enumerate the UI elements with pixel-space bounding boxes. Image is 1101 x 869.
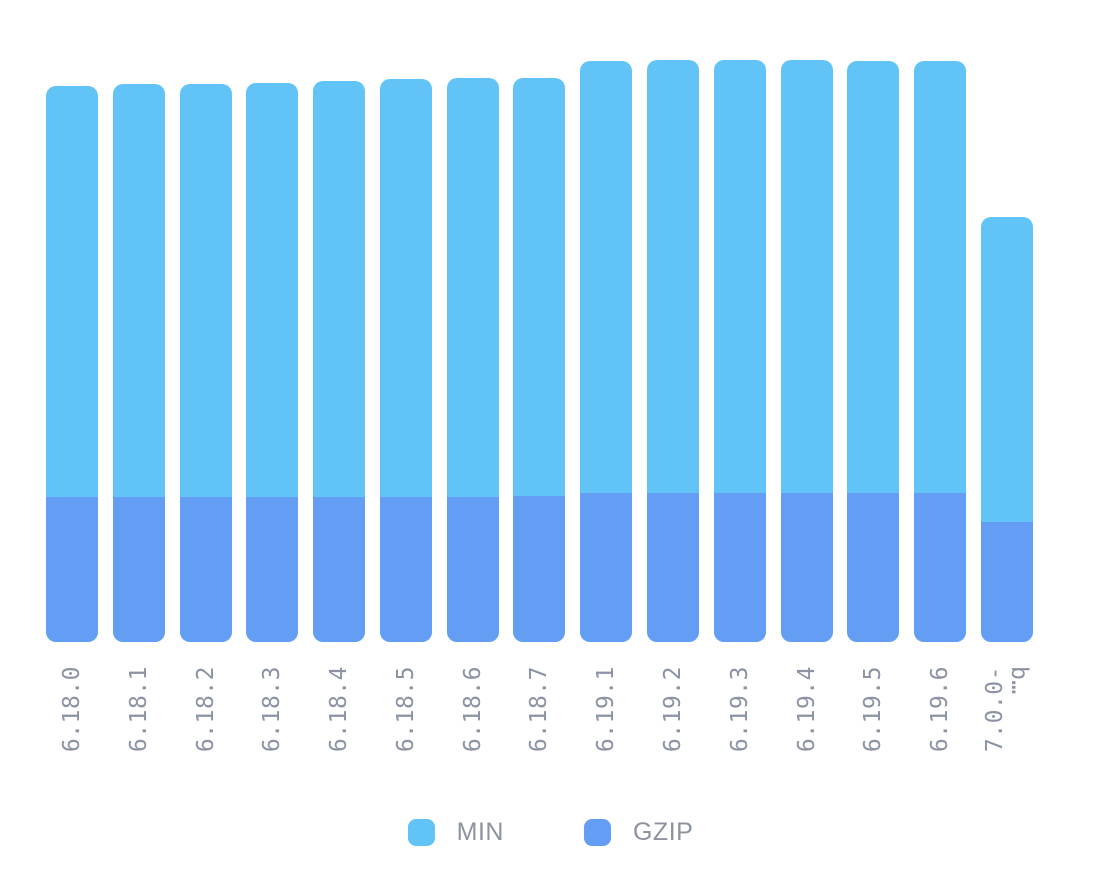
bar-6.18.0-gzip-segment[interactable] [46, 497, 98, 642]
bar-6.19.5[interactable] [847, 61, 900, 642]
bar-6.18.6-gzip-segment[interactable] [446, 497, 499, 642]
bar-6.19.2[interactable] [647, 60, 700, 642]
bar-6.19.6[interactable] [914, 61, 967, 642]
bars-row [46, 0, 1033, 642]
x-label-6.18.3: 6.18.3 [246, 666, 298, 752]
bar-6.19.4-gzip-segment[interactable] [780, 493, 833, 642]
x-label-line: 6.18.7 [526, 666, 553, 753]
bar-6.18.7[interactable] [513, 78, 566, 642]
x-label-line: 6.18.4 [326, 666, 353, 753]
bar-6.19.6-gzip-segment[interactable] [914, 493, 967, 642]
x-label-6.19.2: 6.19.2 [647, 666, 699, 752]
bar-6.18.1-gzip-segment[interactable] [112, 497, 165, 642]
bar-6.18.0[interactable] [46, 86, 98, 642]
x-label-6.19.3: 6.19.3 [714, 666, 766, 752]
bar-6.19.2-gzip-segment[interactable] [647, 493, 700, 642]
x-label-6.18.0: 6.18.0 [46, 666, 98, 752]
bar-6.18.3-gzip-segment[interactable] [246, 497, 299, 642]
x-label-line: 6.19.5 [860, 666, 887, 753]
bar-6.18.1[interactable] [112, 84, 165, 642]
bar-7.0.0-b…[interactable] [980, 217, 1033, 642]
bar-6.18.5[interactable] [379, 79, 432, 642]
legend: MIN GZIP [0, 818, 1101, 847]
x-label-line: 6.19.3 [726, 666, 753, 753]
x-label-6.18.6: 6.18.6 [447, 666, 499, 752]
x-label-6.18.2: 6.18.2 [180, 666, 232, 752]
x-label-6.19.4: 6.19.4 [781, 666, 833, 752]
x-label-6.18.1: 6.18.1 [113, 666, 165, 752]
legend-label-gzip: GZIP [632, 818, 694, 846]
x-label-6.18.5: 6.18.5 [380, 666, 432, 752]
x-label-line: b… [1005, 666, 1032, 695]
bar-6.18.5-gzip-segment[interactable] [379, 497, 432, 642]
x-label-7.0.0-b…: 7.0.0- b… [981, 666, 1033, 752]
x-label-6.18.4: 6.18.4 [313, 666, 365, 752]
bar-6.18.7-gzip-segment[interactable] [513, 496, 566, 642]
bar-6.19.1[interactable] [580, 61, 633, 642]
legend-item-min[interactable]: MIN [407, 818, 504, 847]
x-label-line: 6.19.6 [927, 666, 954, 753]
bar-6.18.2-gzip-segment[interactable] [179, 497, 232, 642]
x-label-line: 6.18.0 [59, 666, 85, 753]
bar-6.19.1-gzip-segment[interactable] [580, 493, 633, 642]
x-label-line: 6.19.1 [593, 666, 620, 753]
bar-6.18.3[interactable] [246, 83, 299, 642]
x-label-6.19.6: 6.19.6 [914, 666, 966, 752]
bar-6.18.4[interactable] [313, 81, 366, 642]
bar-6.18.6[interactable] [446, 78, 499, 642]
bar-6.18.2[interactable] [179, 84, 232, 642]
x-label-6.19.1: 6.19.1 [580, 666, 632, 752]
legend-swatch-gzip-icon [583, 819, 611, 846]
x-label-6.19.5: 6.19.5 [847, 666, 899, 752]
legend-swatch-min-icon [407, 819, 435, 846]
x-label-line: 6.19.2 [660, 666, 687, 753]
x-label-line: 7.0.0- [981, 666, 1008, 753]
x-axis-labels: 6.18.0 6.18.1 6.18.2 6.18.3 6.18.4 6.18.5 6.18… [46, 666, 1033, 752]
x-label-line: 6.18.2 [192, 666, 219, 753]
legend-label-min: MIN [456, 818, 504, 846]
x-label-line: 6.19.4 [793, 666, 820, 753]
bar-7.0.0-b…-gzip-segment[interactable] [980, 522, 1033, 642]
bar-6.19.3-gzip-segment[interactable] [713, 493, 766, 642]
bar-6.19.4[interactable] [780, 60, 833, 642]
x-label-line: 6.18.6 [459, 666, 486, 753]
bar-6.19.3[interactable] [713, 60, 766, 642]
x-label-line: 6.18.3 [259, 666, 286, 753]
x-label-line: 6.18.5 [392, 666, 419, 753]
legend-item-gzip[interactable]: GZIP [583, 818, 694, 847]
x-label-line: 6.18.1 [125, 666, 152, 753]
x-label-6.18.7: 6.18.7 [513, 666, 565, 752]
bar-6.18.4-gzip-segment[interactable] [313, 497, 366, 642]
bar-6.19.5-gzip-segment[interactable] [847, 493, 900, 642]
